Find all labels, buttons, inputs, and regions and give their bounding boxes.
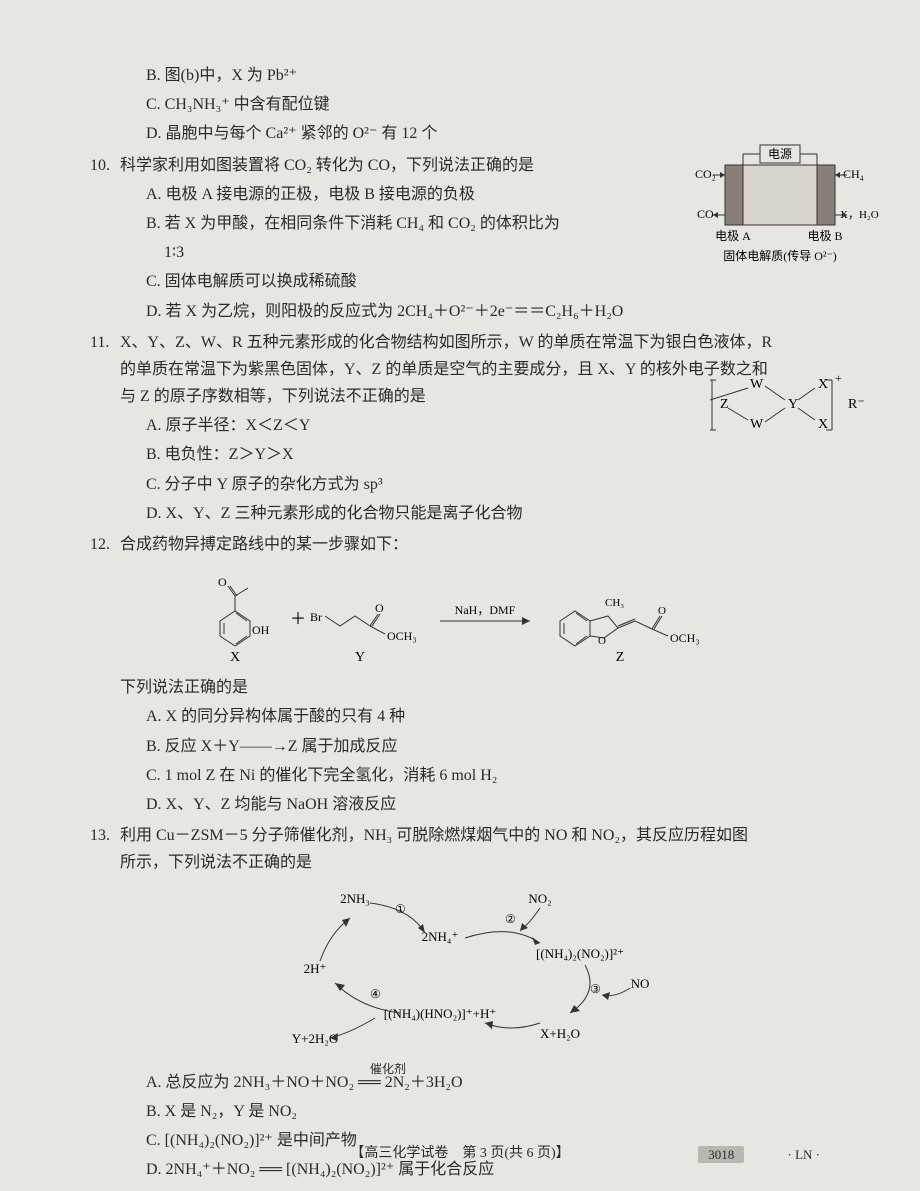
svg-text:W: W xyxy=(750,377,764,392)
svg-text:OCH₃: OCH₃ xyxy=(670,631,700,645)
svg-text:＋: ＋ xyxy=(290,611,306,628)
svg-text:OH: OH xyxy=(252,623,270,637)
svg-text:O: O xyxy=(658,605,666,617)
svg-text:③: ③ xyxy=(590,982,601,996)
svg-text:CO: CO xyxy=(697,207,714,221)
q9-option-b: B. 图(b)中，X 为 Pb²⁺ xyxy=(90,62,850,89)
svg-text:W: W xyxy=(750,417,764,432)
svg-text:④: ④ xyxy=(370,987,381,1001)
question-12: 12. 合成药物异搏定路线中的某一步骤如下： O OH X ＋ Br O OCH… xyxy=(90,531,850,818)
q13-stem1: 利用 Cu－ZSM－5 分子筛催化剂，NH₃ 可脱除燃煤烟气中的 NO 和 NO… xyxy=(120,822,850,849)
q10-num: 10. xyxy=(90,152,120,179)
svg-text:[(NH₄)(HNO₂)]⁺+H⁺: [(NH₄)(HNO₂)]⁺+H⁺ xyxy=(384,1006,496,1021)
page-badge: 3018 xyxy=(698,1146,744,1163)
svg-text:2H⁺: 2H⁺ xyxy=(304,961,327,976)
q13-option-a: A. 总反应为 2NH₃＋NO＋NO₂ ══ 2N₂＋3H₂O 催化剂 xyxy=(90,1069,850,1096)
region-code: · LN · xyxy=(788,1147,821,1162)
svg-text:Z: Z xyxy=(616,650,625,665)
q13-num: 13. xyxy=(90,822,120,849)
q12-option-d: D. X、Y、Z 均能与 NaOH 溶液反应 xyxy=(90,791,850,818)
q13-option-b: B. X 是 N₂，Y 是 NO₂ xyxy=(90,1098,850,1125)
q11-option-c: C. 分子中 Y 原子的杂化方式为 sp³ xyxy=(90,471,850,498)
svg-text:Br: Br xyxy=(310,610,322,624)
svg-text:CH₃: CH₃ xyxy=(605,597,624,609)
svg-text:电极 B: 电极 B xyxy=(807,229,842,243)
svg-text:Y: Y xyxy=(788,397,798,412)
svg-text:①: ① xyxy=(395,902,406,916)
svg-text:X: X xyxy=(818,377,828,392)
svg-text:O: O xyxy=(598,635,606,647)
svg-text:2NH₄⁺: 2NH₄⁺ xyxy=(422,929,459,944)
svg-text:O: O xyxy=(375,601,384,615)
svg-text:O: O xyxy=(218,575,227,589)
q13-stem2: 所示，下列说法不正确的是 xyxy=(90,849,850,876)
q11-option-b: B. 电负性：Z＞Y＞X xyxy=(90,441,850,468)
q10-option-c: C. 固体电解质可以换成稀硫酸 xyxy=(90,268,850,295)
svg-text:固体电解质(传导 O²⁻): 固体电解质(传导 O²⁻) xyxy=(723,248,837,263)
svg-text:2NH₃: 2NH₃ xyxy=(340,891,370,906)
svg-text:OCH₃: OCH₃ xyxy=(387,629,417,643)
svg-text:[(NH₄)₂(NO₂)]²⁺: [(NH₄)₂(NO₂)]²⁺ xyxy=(536,946,624,961)
q11-stem1: X、Y、Z、W、R 五种元素形成的化合物结构如图所示，W 的单质在常温下为银白色… xyxy=(120,329,850,356)
svg-text:Y: Y xyxy=(355,650,365,665)
q12-scheme: O OH X ＋ Br O OCH₃ Y NaH，DMF O CH₃ O OCH… xyxy=(190,566,750,666)
q11-diagram: Z W W Y X X + R⁻ xyxy=(710,370,870,440)
page-code: 3018 · LN · xyxy=(698,1144,820,1166)
svg-text:CH₄: CH₄ xyxy=(843,167,864,181)
svg-text:+: + xyxy=(835,371,842,385)
q10-diagram: 电源 CO₂ CO CH₄ X，H₂O 电极 A 电极 B 固体电解质(传导 O… xyxy=(665,140,880,270)
svg-text:NaH，DMF: NaH，DMF xyxy=(455,603,516,617)
svg-text:R⁻: R⁻ xyxy=(848,397,865,412)
q10-option-d: D. 若 X 为乙烷，则阳极的反应式为 2CH₄＋O²⁻＋2e⁻＝＝C₂H₆＋H… xyxy=(90,298,850,325)
q12-num: 12. xyxy=(90,531,120,558)
q13-diagram: 2NH₃ ① 2NH₄⁺ NO₂ ② [(NH₄)₂(NO₂)]²⁺ NO ③ … xyxy=(240,883,700,1063)
q12-option-b: B. 反应 X＋Y――→Z 属于加成反应 xyxy=(90,733,850,760)
q11-option-d: D. X、Y、Z 三种元素形成的化合物只能是离子化合物 xyxy=(90,500,850,527)
svg-text:CO₂: CO₂ xyxy=(695,167,716,181)
svg-text:②: ② xyxy=(505,912,516,926)
svg-text:电极 A: 电极 A xyxy=(715,229,751,243)
q12-sub: 下列说法正确的是 xyxy=(90,674,850,701)
q12-stem: 合成药物异搏定路线中的某一步骤如下： xyxy=(120,531,850,558)
svg-text:NO₂: NO₂ xyxy=(528,891,551,906)
q12-option-c: C. 1 mol Z 在 Ni 的催化下完全氢化，消耗 6 mol H₂ xyxy=(90,762,850,789)
q9-option-c: C. CH₃NH₃⁺ 中含有配位键 xyxy=(90,91,850,118)
svg-text:Z: Z xyxy=(720,397,729,412)
svg-text:X: X xyxy=(230,650,240,665)
question-13: 13. 利用 Cu－ZSM－5 分子筛催化剂，NH₃ 可脱除燃煤烟气中的 NO … xyxy=(90,822,850,1183)
svg-text:NO: NO xyxy=(631,976,650,991)
q10-power-label: 电源 xyxy=(768,147,792,161)
q12-option-a: A. X 的同分异构体属于酸的只有 4 种 xyxy=(90,703,850,730)
svg-text:X+H₂O: X+H₂O xyxy=(540,1026,580,1041)
q11-num: 11. xyxy=(90,329,120,356)
